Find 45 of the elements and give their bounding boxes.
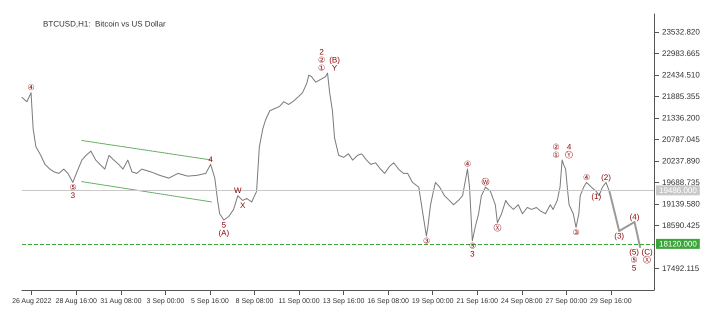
annotation: ③ bbox=[572, 228, 580, 237]
y-tick-label: 23532.820 bbox=[662, 27, 700, 36]
annotation: 5 bbox=[222, 220, 227, 230]
annotation: ④ bbox=[28, 83, 35, 92]
annotation: ④ bbox=[582, 172, 590, 182]
annotation: ② bbox=[552, 142, 560, 152]
annotation: Y bbox=[332, 64, 338, 73]
y-tick-label: 20787.045 bbox=[662, 134, 700, 144]
annotation: (C) bbox=[642, 248, 653, 257]
annotation: (1) bbox=[591, 192, 602, 201]
y-tick-label: 18590.425 bbox=[662, 220, 700, 230]
annotation: ② bbox=[318, 56, 326, 65]
annotation: ③ bbox=[422, 236, 430, 246]
annotation: X bbox=[240, 200, 246, 210]
annotation: (B) bbox=[329, 56, 340, 65]
y-tick-label: 22983.665 bbox=[662, 48, 700, 58]
y-tick-label: 19139.580 bbox=[662, 199, 700, 208]
annotation: Ⓦ bbox=[482, 178, 490, 187]
annotation: ⑤ bbox=[630, 256, 638, 265]
annotation: 4 bbox=[566, 142, 572, 152]
ref-line-label: 18120.000 bbox=[659, 239, 698, 248]
annotation: (A) bbox=[218, 228, 230, 238]
annotation: 5 bbox=[632, 264, 637, 273]
annotation: 3 bbox=[70, 190, 76, 200]
annotation: W bbox=[234, 186, 242, 196]
y-tick-label: 21336.200 bbox=[662, 113, 700, 122]
y-tick-label: 17492.115 bbox=[662, 264, 700, 273]
y-tick-label: 21885.355 bbox=[662, 92, 700, 101]
annotation: (4) bbox=[630, 212, 640, 222]
annotation: ① bbox=[552, 150, 560, 160]
annotation: 2 bbox=[319, 48, 324, 57]
y-tick-label: 22434.510 bbox=[662, 70, 700, 80]
annotation: ① bbox=[318, 64, 326, 73]
text: BTCUSD,H1: Bitcoin vs US Dollar bbox=[43, 20, 166, 28]
annotation: Ⓧ bbox=[493, 223, 502, 232]
annotation: Ⓧ bbox=[643, 256, 652, 265]
annotation: (3) bbox=[614, 231, 624, 240]
annotation: (2) bbox=[601, 172, 612, 182]
annotation: Ⓨ bbox=[565, 150, 574, 160]
annotation: ⑤ bbox=[69, 182, 76, 192]
annotation: (5) bbox=[629, 248, 640, 257]
y-tick-label: 19688.735 bbox=[662, 178, 700, 187]
annotation: 3 bbox=[470, 249, 476, 258]
annotation: ④ bbox=[464, 160, 471, 169]
y-tick-label: 20237.890 bbox=[662, 156, 700, 166]
